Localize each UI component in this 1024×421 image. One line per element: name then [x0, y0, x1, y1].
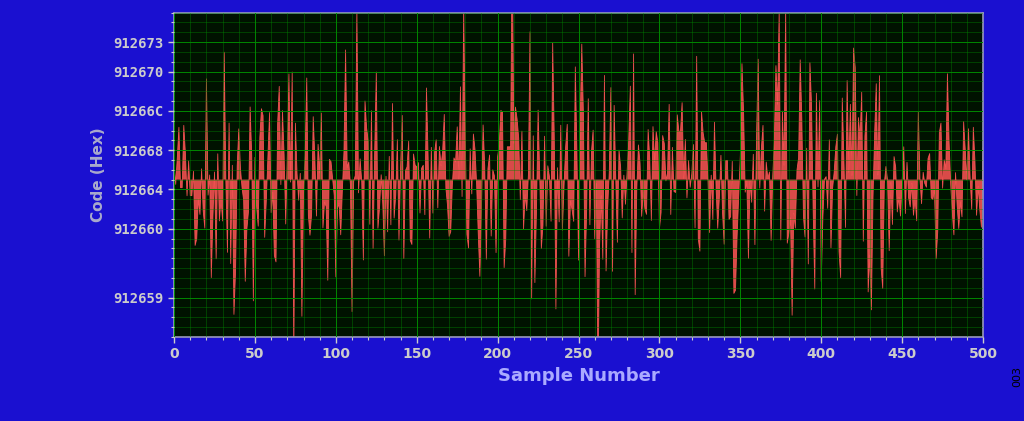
X-axis label: Sample Number: Sample Number	[498, 367, 659, 385]
Text: 003: 003	[1012, 366, 1022, 387]
Y-axis label: Code (Hex): Code (Hex)	[91, 128, 106, 222]
